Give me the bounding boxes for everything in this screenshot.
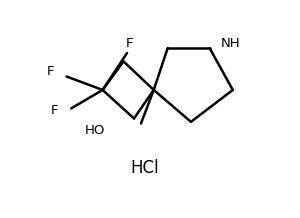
Text: NH: NH: [221, 37, 240, 50]
Text: HO: HO: [84, 124, 105, 137]
Text: HCl: HCl: [130, 159, 159, 177]
Text: F: F: [126, 37, 133, 50]
Text: F: F: [46, 65, 54, 78]
Text: F: F: [51, 104, 59, 117]
